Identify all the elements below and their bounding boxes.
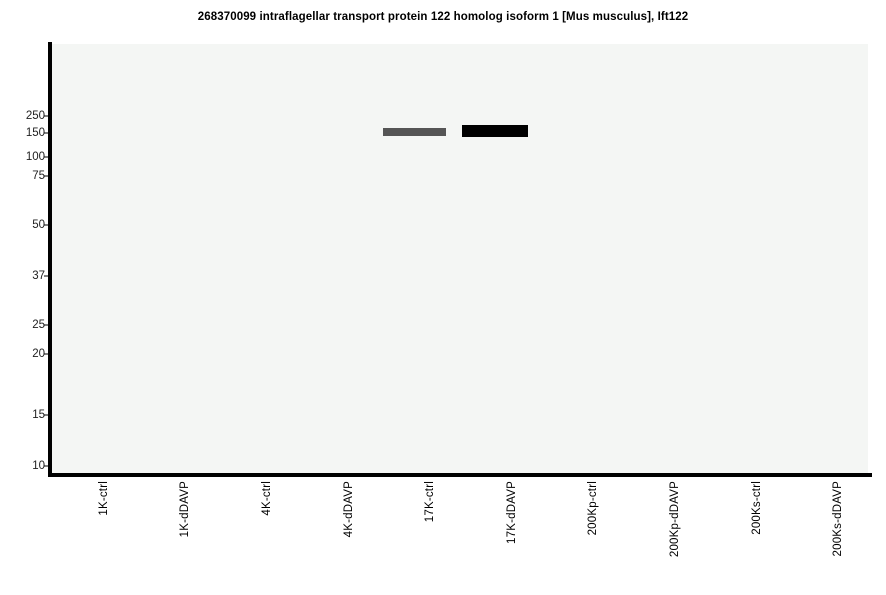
y-axis-tick-label: 250	[25, 110, 45, 122]
y-axis-tick-label: 100	[25, 151, 45, 163]
plot-area	[52, 44, 868, 475]
page-title: 268370099 intraflagellar transport prote…	[197, 11, 689, 23]
y-axis-tick-label: 150	[25, 127, 45, 139]
x-axis-tick-label: 200Kp-dDAVP	[669, 481, 681, 558]
y-axis-tick-mark	[44, 175, 49, 177]
x-axis-tick-label: 4K-dDAVP	[342, 481, 355, 538]
y-axis-tick-mark	[44, 275, 49, 277]
x-axis-line	[48, 473, 872, 477]
y-axis-tick-label: 37	[32, 270, 45, 282]
y-axis-tick-mark	[44, 414, 49, 416]
gel-band	[462, 125, 528, 137]
y-axis-ticks: 250 150 100 75 50 37 25 20 15 10	[0, 0, 49, 595]
x-axis-tick-label: 4K-ctrl	[261, 481, 273, 516]
x-axis-tick-label: 200Ks-ctrl	[750, 481, 763, 535]
x-axis-tick-label: 1K-ctrl	[97, 481, 110, 516]
y-axis-tick-mark	[44, 224, 49, 226]
x-axis-tick-label: 200Kp-ctrl	[587, 481, 600, 536]
y-axis-tick-label: 50	[32, 219, 45, 231]
y-axis-tick-mark	[44, 353, 49, 355]
y-axis-tick-mark	[44, 132, 49, 134]
y-axis-tick-label: 25	[32, 319, 45, 331]
gel-band	[383, 128, 446, 136]
y-axis-tick-mark	[44, 324, 49, 326]
y-axis-tick-label: 15	[32, 409, 45, 421]
y-axis-tick-mark	[44, 156, 49, 158]
y-axis-tick-label: 75	[32, 170, 45, 182]
y-axis-tick-mark	[44, 115, 49, 117]
y-axis-tick-mark	[44, 465, 49, 467]
x-axis-tick-label: 1K-dDAVP	[179, 481, 192, 538]
y-axis-tick-label: 20	[32, 348, 45, 360]
x-axis-tick-label: 17K-ctrl	[424, 481, 437, 523]
x-axis-tick-label: 17K-dDAVP	[505, 481, 518, 544]
y-axis-line	[48, 42, 52, 477]
x-axis-tick-label: 200Ks-dDAVP	[832, 481, 845, 557]
y-axis-tick-label: 10	[32, 460, 45, 472]
